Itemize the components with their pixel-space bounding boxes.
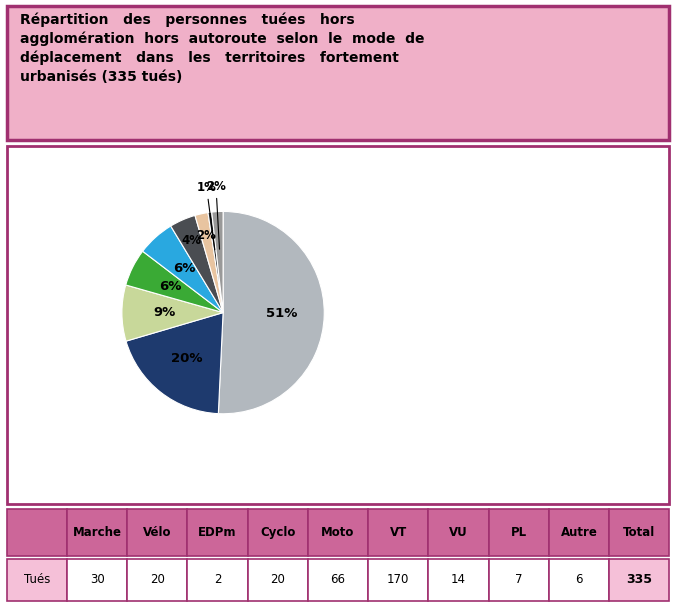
Wedge shape <box>126 251 223 313</box>
Bar <box>549 558 609 601</box>
Bar <box>127 509 187 556</box>
Text: 20%: 20% <box>171 352 203 365</box>
Text: Tués: Tués <box>24 573 50 586</box>
Bar <box>489 558 549 601</box>
Bar <box>308 509 368 556</box>
Bar <box>429 509 489 556</box>
Text: 170: 170 <box>387 573 410 586</box>
Wedge shape <box>212 211 223 313</box>
Bar <box>187 509 247 556</box>
Text: Cyclo: Cyclo <box>260 526 295 539</box>
Bar <box>308 558 368 601</box>
Text: 2%: 2% <box>206 180 226 249</box>
Wedge shape <box>195 212 223 313</box>
Text: 6%: 6% <box>160 280 182 293</box>
Bar <box>247 558 308 601</box>
Text: VT: VT <box>389 526 407 539</box>
Bar <box>127 558 187 601</box>
Text: 66: 66 <box>331 573 345 586</box>
Wedge shape <box>122 285 223 341</box>
Text: Autre: Autre <box>560 526 598 539</box>
Wedge shape <box>126 313 223 413</box>
Text: 335: 335 <box>626 573 652 586</box>
Text: 9%: 9% <box>153 307 176 319</box>
Wedge shape <box>208 212 223 313</box>
Text: Total: Total <box>623 526 655 539</box>
Text: EDPm: EDPm <box>198 526 237 539</box>
Bar <box>7 509 67 556</box>
Text: Marche: Marche <box>72 526 122 539</box>
Bar <box>7 558 67 601</box>
Text: VU: VU <box>449 526 468 539</box>
Text: 1%: 1% <box>197 181 216 249</box>
Text: 51%: 51% <box>266 308 297 320</box>
Text: 6: 6 <box>575 573 583 586</box>
Text: 14: 14 <box>451 573 466 586</box>
Text: 20: 20 <box>270 573 285 586</box>
Text: 20: 20 <box>150 573 165 586</box>
Wedge shape <box>171 215 223 313</box>
Bar <box>549 509 609 556</box>
Text: 4%: 4% <box>181 234 201 247</box>
Bar <box>609 509 669 556</box>
Text: 2%: 2% <box>196 229 216 242</box>
Text: PL: PL <box>510 526 527 539</box>
Bar <box>67 509 127 556</box>
Text: Vélo: Vélo <box>143 526 172 539</box>
Text: 6%: 6% <box>172 262 195 276</box>
Bar <box>368 509 429 556</box>
Bar <box>187 558 247 601</box>
Text: Moto: Moto <box>321 526 355 539</box>
Bar <box>67 558 127 601</box>
Text: 30: 30 <box>90 573 105 586</box>
Text: Répartition   des   personnes   tuées   hors
agglomération  hors  autoroute  sel: Répartition des personnes tuées hors agg… <box>20 13 425 84</box>
Wedge shape <box>218 211 324 414</box>
Text: 7: 7 <box>515 573 523 586</box>
Bar <box>489 509 549 556</box>
Bar <box>247 509 308 556</box>
Bar <box>368 558 429 601</box>
Bar <box>429 558 489 601</box>
Bar <box>609 558 669 601</box>
Wedge shape <box>143 226 223 313</box>
Text: 2: 2 <box>214 573 221 586</box>
